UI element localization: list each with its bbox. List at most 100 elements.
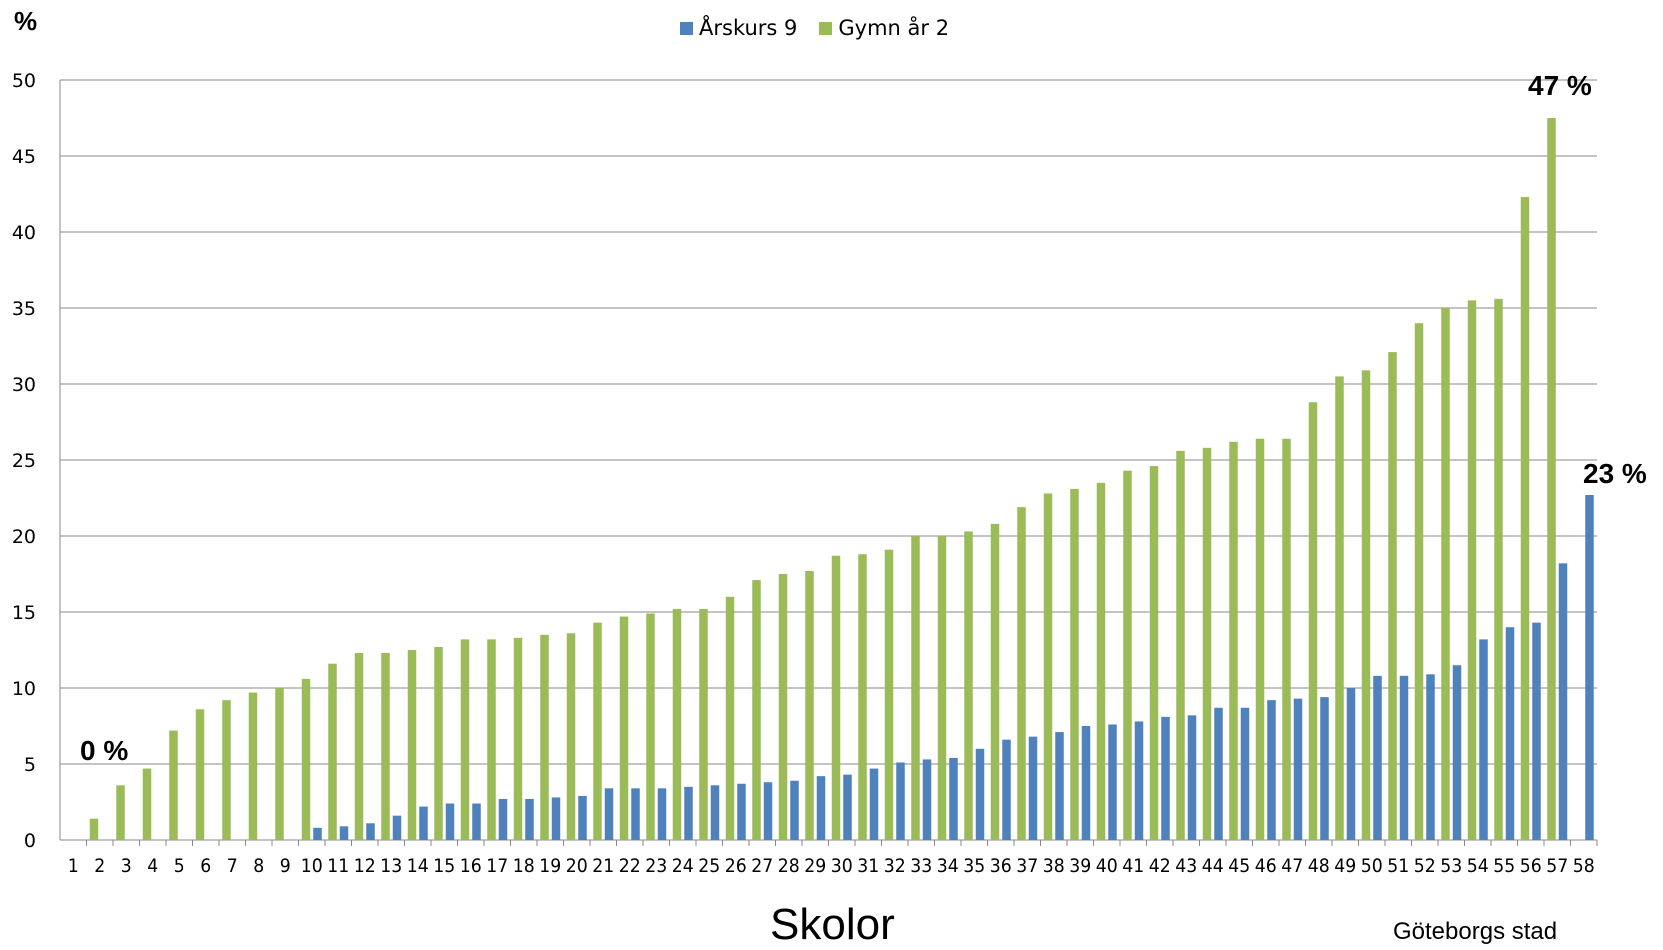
bar-gymn-54 xyxy=(1467,300,1477,840)
chart-legend: Årskurs 9 Gymn år 2 xyxy=(680,16,971,40)
bar-gymn-26 xyxy=(725,596,735,840)
bar-gymn-37 xyxy=(1017,507,1026,840)
bar-arskurs9-37 xyxy=(1028,736,1038,840)
legend-item-arskurs9: Årskurs 9 xyxy=(680,16,797,40)
x-tick-label: 52 xyxy=(1414,855,1436,877)
bar-arskurs9-53 xyxy=(1452,665,1462,840)
bar-arskurs9-36 xyxy=(1002,739,1011,840)
bar-gymn-27 xyxy=(752,580,761,840)
bar-arskurs9-55 xyxy=(1505,627,1515,840)
bar-gymn-12 xyxy=(354,653,364,840)
bar-arskurs9-57 xyxy=(1558,563,1568,840)
bar-arskurs9-44 xyxy=(1214,707,1223,840)
y-axis-unit-label: % xyxy=(14,6,38,36)
y-tick-label: 35 xyxy=(12,298,36,320)
bar-arskurs9-42 xyxy=(1161,716,1170,840)
bar-gymn-42 xyxy=(1149,466,1159,840)
y-tick-label: 0 xyxy=(24,830,36,852)
bar-arskurs9-26 xyxy=(737,783,746,840)
bar-gymn-56 xyxy=(1520,197,1530,841)
x-tick-label: 28 xyxy=(778,855,800,877)
bar-gymn-25 xyxy=(699,608,708,840)
bar-gymn-45 xyxy=(1229,441,1238,840)
bar-gymn-35 xyxy=(964,531,973,840)
x-tick-label: 42 xyxy=(1149,855,1171,877)
bar-gymn-50 xyxy=(1361,370,1371,840)
x-tick-label: 5 xyxy=(174,855,185,877)
bar-arskurs9-23 xyxy=(657,788,667,840)
x-tick-label: 41 xyxy=(1122,855,1144,877)
x-tick-label: 22 xyxy=(619,855,641,877)
bar-gymn-17 xyxy=(487,639,496,840)
y-tick-label: 45 xyxy=(12,146,36,168)
bar-gymn-31 xyxy=(858,554,867,840)
x-tick-label: 11 xyxy=(327,855,349,877)
bar-arskurs9-10 xyxy=(313,827,322,840)
bar-gymn-22 xyxy=(619,616,629,840)
x-tick-label: 4 xyxy=(147,855,158,877)
bar-arskurs9-54 xyxy=(1479,639,1488,840)
x-tick-label: 3 xyxy=(121,855,132,877)
x-tick-label: 9 xyxy=(280,855,291,877)
bar-gymn-32 xyxy=(884,549,894,840)
y-tick-label: 50 xyxy=(12,70,36,92)
x-tick-label: 35 xyxy=(963,855,985,877)
x-tick-label: 37 xyxy=(1016,855,1038,877)
bar-arskurs9-33 xyxy=(922,759,932,840)
bar-gymn-43 xyxy=(1176,450,1185,840)
annotation-min: 0 % xyxy=(80,735,129,766)
bar-arskurs9-15 xyxy=(445,803,455,840)
bar-arskurs9-31 xyxy=(869,768,879,840)
bar-gymn-7 xyxy=(222,700,231,840)
x-tick-label: 50 xyxy=(1361,855,1383,877)
y-tick-label: 20 xyxy=(12,526,36,548)
bar-arskurs9-35 xyxy=(975,748,985,840)
x-tick-label: 31 xyxy=(857,855,879,877)
bar-arskurs9-40 xyxy=(1108,724,1117,840)
bar-gymn-20 xyxy=(566,633,576,840)
bar-arskurs9-16 xyxy=(472,803,481,840)
x-tick-label: 19 xyxy=(539,855,561,877)
bar-gymn-21 xyxy=(593,622,602,840)
x-tick-label: 54 xyxy=(1467,855,1489,877)
bar-arskurs9-39 xyxy=(1081,726,1091,840)
bar-arskurs9-38 xyxy=(1055,732,1064,840)
bar-gymn-48 xyxy=(1308,402,1318,840)
y-tick-label: 10 xyxy=(12,678,36,700)
bar-gymn-51 xyxy=(1388,352,1397,840)
bar-gymn-57 xyxy=(1547,118,1556,840)
bar-gymn-47 xyxy=(1282,438,1291,840)
x-tick-label: 6 xyxy=(200,855,211,877)
x-tick-label: 15 xyxy=(433,855,455,877)
legend-swatch-gymn xyxy=(819,21,833,35)
bar-arskurs9-58 xyxy=(1585,494,1594,840)
bar-gymn-14 xyxy=(407,650,417,840)
bar-arskurs9-24 xyxy=(684,786,693,840)
bar-arskurs9-56 xyxy=(1532,622,1541,840)
bar-arskurs9-46 xyxy=(1267,700,1276,840)
bar-arskurs9-20 xyxy=(578,795,587,840)
x-tick-label: 55 xyxy=(1493,855,1515,877)
bar-arskurs9-22 xyxy=(631,788,640,840)
bar-gymn-44 xyxy=(1202,447,1212,840)
annotation-max-arskurs9: 23 % xyxy=(1583,458,1647,489)
bar-arskurs9-28 xyxy=(790,780,799,840)
y-tick-label: 40 xyxy=(12,222,36,244)
x-tick-label: 47 xyxy=(1281,855,1303,877)
x-tick-label: 51 xyxy=(1387,855,1409,877)
legend-label-arskurs9: Årskurs 9 xyxy=(699,16,798,40)
bar-gymn-16 xyxy=(460,639,470,840)
x-tick-label: 34 xyxy=(937,855,959,877)
x-tick-label: 56 xyxy=(1520,855,1542,877)
bar-gymn-40 xyxy=(1096,482,1106,840)
bar-gymn-3 xyxy=(116,785,125,840)
bar-gymn-2 xyxy=(89,818,99,840)
x-tick-label: 49 xyxy=(1334,855,1356,877)
legend-label-gymn: Gymn år 2 xyxy=(838,16,950,40)
bar-gymn-9 xyxy=(275,688,284,840)
x-tick-label: 30 xyxy=(831,855,853,877)
x-tick-label: 38 xyxy=(1043,855,1065,877)
bar-gymn-33 xyxy=(911,536,920,840)
x-axis-label: Skolor xyxy=(770,900,895,949)
bar-gymn-6 xyxy=(195,709,205,840)
